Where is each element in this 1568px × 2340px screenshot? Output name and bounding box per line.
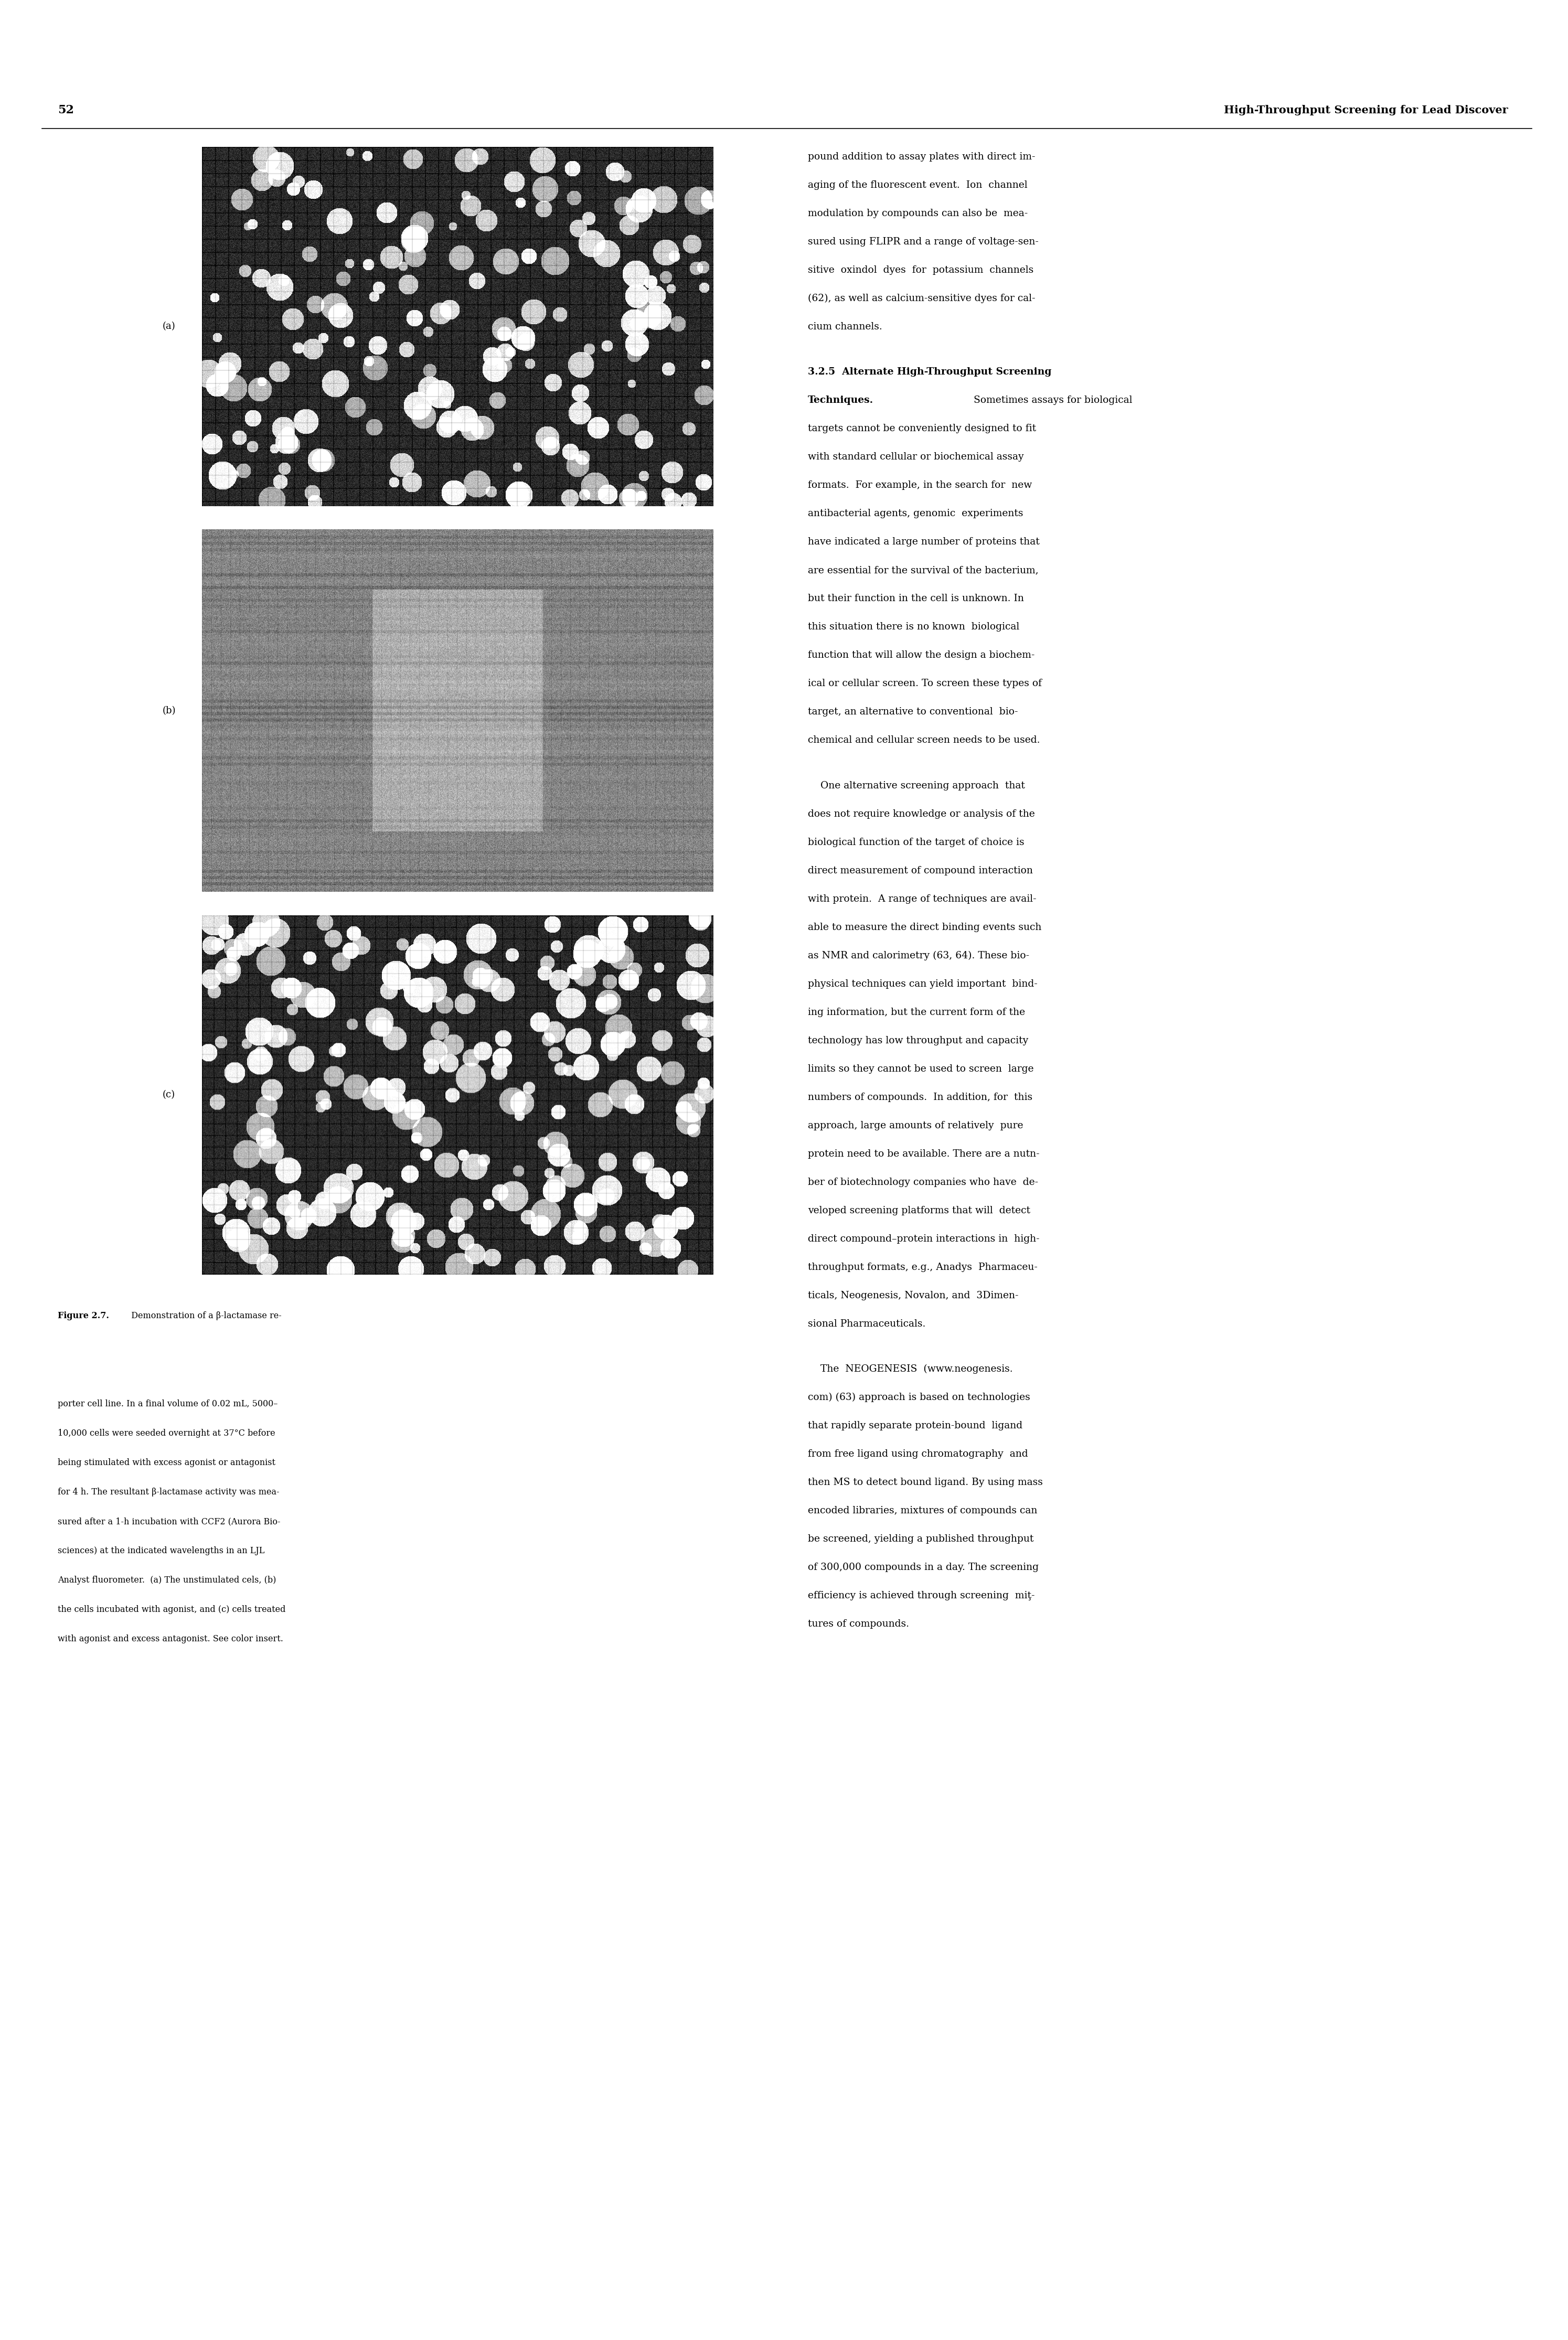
Text: with standard cellular or biochemical assay: with standard cellular or biochemical as… <box>808 452 1024 461</box>
Text: being stimulated with excess agonist or antagonist: being stimulated with excess agonist or … <box>58 1458 276 1467</box>
Text: technology has low throughput and capacity: technology has low throughput and capaci… <box>808 1037 1029 1046</box>
Text: High-Throughput Screening for Lead Discover: High-Throughput Screening for Lead Disco… <box>1225 105 1508 115</box>
Text: direct compound–protein interactions in  high-: direct compound–protein interactions in … <box>808 1233 1040 1243</box>
Text: does not require knowledge or analysis of the: does not require knowledge or analysis o… <box>808 810 1035 819</box>
Text: sured using FLIPR and a range of voltage-sen-: sured using FLIPR and a range of voltage… <box>808 236 1038 246</box>
Text: are essential for the survival of the bacterium,: are essential for the survival of the ba… <box>808 566 1038 576</box>
Text: (b): (b) <box>163 707 176 716</box>
Text: Sometimes assays for biological: Sometimes assays for biological <box>971 395 1132 405</box>
Text: with protein.  A range of techniques are avail-: with protein. A range of techniques are … <box>808 894 1036 903</box>
Text: approach, large amounts of relatively  pure: approach, large amounts of relatively pu… <box>808 1121 1024 1130</box>
Text: One alternative screening approach  that: One alternative screening approach that <box>808 782 1025 791</box>
Text: from free ligand using chromatography  and: from free ligand using chromatography an… <box>808 1448 1029 1458</box>
Text: tures of compounds.: tures of compounds. <box>808 1619 909 1629</box>
Text: limits so they cannot be used to screen  large: limits so they cannot be used to screen … <box>808 1065 1033 1074</box>
Text: Techniques.: Techniques. <box>808 395 873 405</box>
Text: Figure 2.7.: Figure 2.7. <box>58 1310 110 1320</box>
Text: that rapidly separate protein-bound  ligand: that rapidly separate protein-bound liga… <box>808 1420 1022 1430</box>
Text: able to measure the direct binding events such: able to measure the direct binding event… <box>808 922 1041 931</box>
Text: porter cell line. In a final volume of 0.02 mL, 5000–: porter cell line. In a final volume of 0… <box>58 1399 278 1409</box>
Text: Analyst fluorometer.  (a) The unstimulated cels, (b): Analyst fluorometer. (a) The unstimulate… <box>58 1575 276 1584</box>
Text: cium channels.: cium channels. <box>808 323 883 332</box>
Text: sitive  oxindol  dyes  for  potassium  channels: sitive oxindol dyes for potassium channe… <box>808 264 1033 274</box>
Text: 52: 52 <box>58 105 74 117</box>
Text: sional Pharmaceuticals.: sional Pharmaceuticals. <box>808 1320 925 1329</box>
Text: ing information, but the current form of the: ing information, but the current form of… <box>808 1009 1025 1018</box>
Text: com) (63) approach is based on technologies: com) (63) approach is based on technolog… <box>808 1392 1030 1402</box>
Text: protein need to be available. There are a nutn-: protein need to be available. There are … <box>808 1149 1040 1158</box>
Text: veloped screening platforms that will  detect: veloped screening platforms that will de… <box>808 1205 1030 1214</box>
Text: antibacterial agents, genomic  experiments: antibacterial agents, genomic experiment… <box>808 510 1024 519</box>
Text: ical or cellular screen. To screen these types of: ical or cellular screen. To screen these… <box>808 679 1041 688</box>
Text: formats.  For example, in the search for  new: formats. For example, in the search for … <box>808 480 1032 489</box>
Text: physical techniques can yield important  bind-: physical techniques can yield important … <box>808 978 1038 990</box>
Text: for 4 h. The resultant β-lactamase activity was mea-: for 4 h. The resultant β-lactamase activ… <box>58 1488 279 1498</box>
Text: efficiency is achieved through screening  miţ-: efficiency is achieved through screening… <box>808 1591 1035 1601</box>
Text: 3.2.5  Alternate High-Throughput Screening: 3.2.5 Alternate High-Throughput Screenin… <box>808 367 1052 377</box>
Text: have indicated a large number of proteins that: have indicated a large number of protein… <box>808 538 1040 548</box>
Text: numbers of compounds.  In addition, for  this: numbers of compounds. In addition, for t… <box>808 1093 1032 1102</box>
Text: but their function in the cell is unknown. In: but their function in the cell is unknow… <box>808 594 1024 604</box>
Text: targets cannot be conveniently designed to fit: targets cannot be conveniently designed … <box>808 424 1036 433</box>
Text: encoded libraries, mixtures of compounds can: encoded libraries, mixtures of compounds… <box>808 1507 1038 1516</box>
Text: 10,000 cells were seeded overnight at 37°C before: 10,000 cells were seeded overnight at 37… <box>58 1430 276 1437</box>
Text: aging of the fluorescent event.  Ion  channel: aging of the fluorescent event. Ion chan… <box>808 180 1027 190</box>
Text: function that will allow the design a biochem-: function that will allow the design a bi… <box>808 651 1035 660</box>
Text: sciences) at the indicated wavelengths in an LJL: sciences) at the indicated wavelengths i… <box>58 1547 265 1556</box>
Text: (62), as well as calcium-sensitive dyes for cal-: (62), as well as calcium-sensitive dyes … <box>808 295 1035 304</box>
Text: pound addition to assay plates with direct im-: pound addition to assay plates with dire… <box>808 152 1035 161</box>
Text: with agonist and excess antagonist. See color insert.: with agonist and excess antagonist. See … <box>58 1633 284 1643</box>
Text: Demonstration of a β-lactamase re-: Demonstration of a β-lactamase re- <box>125 1310 282 1320</box>
Text: be screened, yielding a published throughput: be screened, yielding a published throug… <box>808 1535 1033 1544</box>
Text: sured after a 1-h incubation with CCF2 (Aurora Bio-: sured after a 1-h incubation with CCF2 (… <box>58 1516 281 1526</box>
Text: as NMR and calorimetry (63, 64). These bio-: as NMR and calorimetry (63, 64). These b… <box>808 950 1029 959</box>
Text: then MS to detect bound ligand. By using mass: then MS to detect bound ligand. By using… <box>808 1479 1043 1488</box>
Text: throughput formats, e.g., Anadys  Pharmaceu-: throughput formats, e.g., Anadys Pharmac… <box>808 1264 1038 1273</box>
Text: ticals, Neogenesis, Novalon, and  3Dimen-: ticals, Neogenesis, Novalon, and 3Dimen- <box>808 1292 1019 1301</box>
Text: modulation by compounds can also be  mea-: modulation by compounds can also be mea- <box>808 208 1027 218</box>
Text: this situation there is no known  biological: this situation there is no known biologi… <box>808 622 1019 632</box>
Text: chemical and cellular screen needs to be used.: chemical and cellular screen needs to be… <box>808 735 1040 744</box>
Text: (c): (c) <box>163 1090 176 1100</box>
Text: target, an alternative to conventional  bio-: target, an alternative to conventional b… <box>808 707 1018 716</box>
Text: the cells incubated with agonist, and (c) cells treated: the cells incubated with agonist, and (c… <box>58 1605 285 1615</box>
Text: biological function of the target of choice is: biological function of the target of cho… <box>808 838 1024 847</box>
Text: of 300,000 compounds in a day. The screening: of 300,000 compounds in a day. The scree… <box>808 1563 1038 1572</box>
Text: ber of biotechnology companies who have  de-: ber of biotechnology companies who have … <box>808 1177 1038 1186</box>
Text: The  NEOGENESIS  (www.neogenesis.: The NEOGENESIS (www.neogenesis. <box>808 1364 1013 1374</box>
Text: direct measurement of compound interaction: direct measurement of compound interacti… <box>808 866 1033 875</box>
Text: (a): (a) <box>163 323 176 332</box>
